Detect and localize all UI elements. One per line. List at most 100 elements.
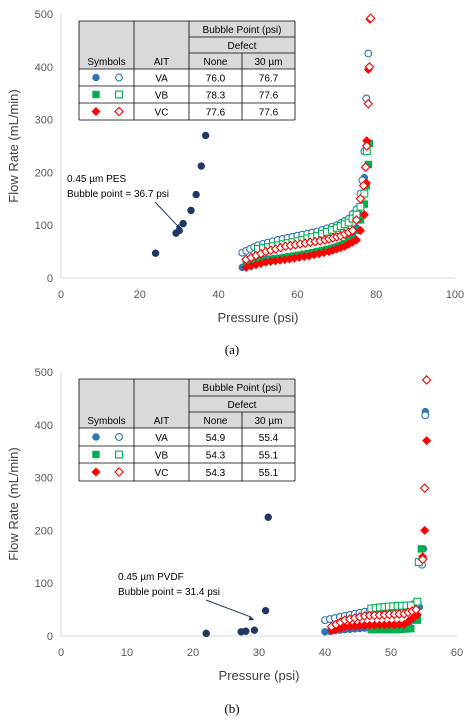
data-point — [242, 627, 250, 635]
data-point — [355, 225, 365, 235]
table-col-header: None — [204, 57, 228, 68]
data-point — [359, 210, 369, 220]
annotation-line-2: Bubble point = 31.4 psi — [118, 587, 220, 598]
y-tick-label: 500 — [35, 9, 53, 21]
table-header-bg — [79, 412, 295, 428]
series-5 — [241, 14, 375, 272]
legend-table: Bubble Point (psi) Defect Symbols AIT None 30… — [78, 20, 296, 121]
y-axis-title: Flow Rate (mL/min) — [6, 89, 21, 202]
data-point — [351, 215, 362, 225]
y-tick-label: 100 — [35, 578, 53, 590]
table-value-defect: 55.1 — [259, 451, 279, 462]
table-value-defect: 76.7 — [259, 74, 279, 85]
table-ait: VB — [155, 91, 169, 102]
data-point — [365, 13, 376, 24]
x-tick-label: 40 — [319, 647, 331, 659]
data-point — [360, 162, 371, 172]
data-point — [197, 162, 205, 170]
annotation-arrow — [154, 201, 179, 227]
y-tick-label: 0 — [47, 273, 53, 285]
data-point — [420, 525, 430, 535]
series-5 — [327, 436, 432, 636]
table-value-none: 76.0 — [206, 74, 226, 85]
data-point — [351, 235, 362, 245]
table-value-none: 77.6 — [206, 108, 226, 119]
data-point — [151, 249, 160, 257]
table-ait: VC — [155, 108, 169, 119]
chart-panel-b: 0 10 20 30 40 50 60 0 100 200 300 400 500 Pressure (p… — [6, 367, 463, 716]
y-tick-label: 300 — [35, 473, 53, 485]
x-tick-label: 0 — [58, 289, 64, 301]
series-0 — [202, 513, 272, 638]
data-point — [417, 554, 428, 565]
y-tick-label: 0 — [47, 631, 53, 643]
data-point — [422, 436, 432, 446]
data-point — [419, 483, 430, 494]
table-col-header: 30 µm — [255, 57, 283, 68]
annotation-line-2: Bubble point = 36.7 psi — [67, 189, 169, 200]
x-tick-label: 60 — [291, 289, 303, 301]
table-value-defect: 55.1 — [259, 468, 279, 479]
x-tick-label: 80 — [370, 289, 382, 301]
data-point — [360, 189, 369, 198]
data-point — [356, 202, 365, 211]
table-col-header: Symbols — [87, 416, 125, 427]
legend-symbol-open — [115, 90, 123, 99]
table-value-none: 78.3 — [206, 91, 226, 102]
legend-symbol-open — [115, 73, 123, 82]
y-tick-label: 300 — [35, 115, 53, 127]
table-header-bg — [79, 53, 295, 69]
table-ait: VA — [155, 433, 168, 444]
series-6 — [326, 375, 432, 632]
data-point — [361, 141, 372, 151]
y-tick-label: 200 — [35, 525, 53, 537]
legend-symbol-filled — [91, 467, 101, 477]
legend-symbol-open — [115, 433, 123, 441]
x-tick-label: 60 — [451, 647, 463, 659]
series-6 — [241, 13, 376, 265]
y-axis-title: Flow Rate (mL/min) — [6, 447, 21, 560]
x-axis-title: Pressure (psi) — [219, 668, 300, 683]
x-tick-label: 30 — [253, 647, 265, 659]
annotation-arrowhead — [175, 223, 182, 230]
annotation-arrow — [205, 599, 252, 618]
data-point — [412, 610, 422, 620]
legend-symbol-open — [114, 467, 124, 477]
table-value-defect: 77.6 — [259, 108, 279, 119]
table-header-group: Bubble Point (psi) — [203, 25, 282, 36]
data-point — [411, 604, 421, 615]
data-point — [261, 606, 270, 615]
legend-symbol-open — [115, 450, 123, 459]
table-ait: VC — [155, 468, 169, 479]
series-2 — [321, 411, 430, 625]
legend-symbol-filled — [92, 433, 100, 441]
x-axis-title: Pressure (psi) — [218, 310, 299, 325]
x-tick-label: 50 — [385, 647, 397, 659]
table-ait: VB — [155, 451, 169, 462]
legend-symbol-filled — [92, 450, 100, 459]
data-point — [187, 206, 195, 215]
y-tick-label: 400 — [35, 62, 53, 74]
data-point — [363, 98, 374, 109]
annotation-line-1: 0.45 µm PES — [67, 174, 126, 185]
table-value-none: 54.3 — [206, 468, 226, 479]
data-point — [358, 180, 369, 191]
series-4 — [367, 558, 423, 613]
table-header-sub: Defect — [228, 400, 257, 411]
table-col-header: AIT — [154, 57, 170, 68]
data-point — [421, 375, 432, 385]
annotation-line-1: 0.45 µm PVDF — [118, 572, 184, 583]
x-tick-label: 0 — [58, 647, 64, 659]
data-point — [413, 597, 422, 606]
data-point — [364, 49, 373, 58]
table-value-defect: 77.6 — [259, 91, 279, 102]
table-col-header: Symbols — [87, 57, 125, 68]
data-point — [347, 225, 358, 236]
series-0 — [151, 131, 210, 257]
y-tick-label: 400 — [35, 420, 53, 432]
table-value-defect: 55.4 — [259, 433, 279, 444]
data-point — [355, 193, 366, 204]
data-point — [417, 545, 426, 553]
y-tick-label: 500 — [35, 367, 53, 379]
